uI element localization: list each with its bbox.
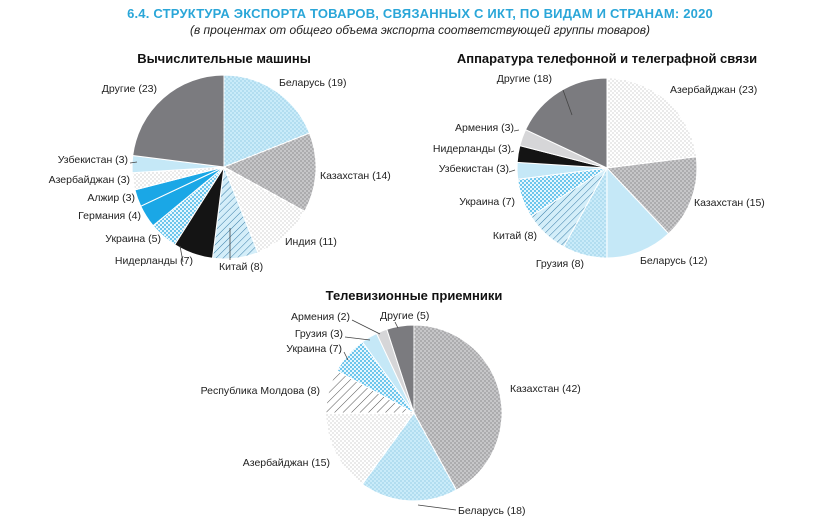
leader-line [129,161,138,164]
slice-label: Грузия (3) [295,328,343,340]
slice-label: Украина (7) [459,196,515,208]
pie-slice [606,166,670,259]
slice-label: Украина (5) [105,233,161,245]
leader-line [508,169,516,173]
slice-label: Другие (18) [497,73,552,85]
slice-label: Армения (3) [455,122,514,134]
leader-line [417,504,457,511]
slice-label: Индия (11) [285,236,337,248]
pie-slice [413,324,503,491]
slice-label: Узбекистан (3) [439,163,509,175]
slice-label: Беларусь (12) [640,255,708,267]
pie-slice [223,74,311,168]
slice-label: Китай (8) [219,261,263,273]
leader-line [510,150,515,153]
pie-chart-title: Аппаратура телефонной и телеграфной связ… [457,51,757,66]
slice-label: Азербайджан (3) [49,174,130,186]
pie-slice [606,77,697,169]
pie-slice [524,77,608,169]
slice-label: Грузия (8) [536,258,584,270]
pie-chart-title: Вычислительные машины [137,51,311,66]
pie-chart-2: Аппаратура телефонной и телеграфной связ… [433,51,765,270]
slice-label: Азербайджан (15) [243,457,330,469]
slice-label: Германия (4) [78,210,141,222]
slice-label: Казахстан (15) [694,197,765,209]
leader-line [562,89,573,116]
leader-line [394,321,399,329]
pie-chart-title: Телевизионные приемники [326,288,503,303]
pie-slice [386,324,415,414]
slice-label: Китай (8) [493,230,537,242]
slice-label: Нидерланды (3) [433,143,511,155]
slice-label: Алжир (3) [87,192,135,204]
chart-subtitle: (в процентах от общего объема экспорта с… [189,23,651,37]
slice-label: Армения (2) [291,311,350,323]
slice-label: Нидерланды (7) [115,255,193,267]
slice-label: Казахстан (42) [510,383,581,395]
slice-label: Украина (7) [286,343,342,355]
slice-label: Азербайджан (23) [670,84,757,96]
slice-label: Республика Молдова (8) [201,385,320,397]
pie-slice [222,132,317,212]
leader-line [179,245,184,263]
chart-main-title: 6.4. СТРУКТУРА ЭКСПОРТА ТОВАРОВ, СВЯЗАНН… [127,6,713,21]
slice-label: Другие (23) [102,83,157,95]
pie-chart-3: Телевизионные приемники Казахстан (42) Бел… [201,288,581,517]
pie-chart-1: Вычислительные машины Беларусь (19) Казахс… [49,51,391,273]
pie-slice [361,412,458,502]
leader-line [344,336,371,341]
leader-line [351,319,381,335]
slice-label: Беларусь (19) [279,77,347,89]
pie-slice [132,74,225,168]
slice-label: Узбекистан (3) [58,154,128,166]
slice-label: Беларусь (18) [458,505,526,517]
leader-line [343,351,349,361]
pie-slice [605,156,698,235]
slice-label: Казахстан (14) [320,170,391,182]
slice-label: Другие (5) [380,310,429,322]
leader-line [513,129,520,132]
pie-slice [325,412,415,485]
